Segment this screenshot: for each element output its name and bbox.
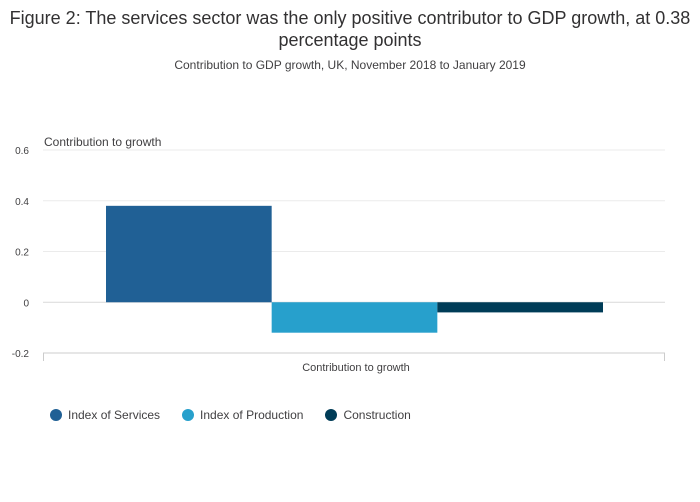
y-tick-label: 0.2 [15,248,29,259]
y-axis-title: Contribution to growth [44,135,161,149]
bar-construction [437,302,603,313]
legend-item[interactable]: Construction [325,408,411,422]
legend-item[interactable]: Index of Services [50,408,160,422]
legend-swatch [325,409,338,421]
chart-legend: Index of Services Index of Production Cons… [50,408,433,422]
legend-swatch [182,409,195,421]
legend-label: Construction [343,408,411,422]
legend-label: Index of Services [68,408,161,422]
x-tick-label: Contribution to growth [302,362,410,374]
chart-title: Figure 2: The services sector was the on… [9,8,691,50]
bar-index-of-services [106,205,272,303]
y-tick-label: -0.2 [12,349,30,360]
y-tick-label: 0 [23,298,29,309]
bar-index-of-production [271,302,438,333]
y-tick-label: 0.6 [15,146,29,157]
legend-item[interactable]: Index of Production [182,408,303,422]
y-tick-label: 0.4 [15,197,29,208]
legend-label: Index of Production [200,408,304,422]
chart-subtitle: Contribution to GDP growth, UK, November… [174,58,526,72]
legend-swatch [50,409,62,421]
